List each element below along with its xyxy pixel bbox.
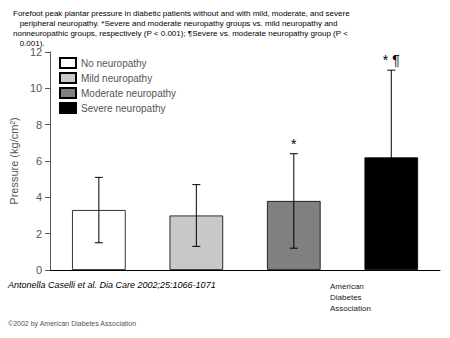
svg-text:6: 6 <box>36 155 42 167</box>
svg-text:Mild neuropathy: Mild neuropathy <box>81 73 152 84</box>
svg-text:Severe neuropathy: Severe neuropathy <box>81 103 166 114</box>
svg-text:Forefoot peak plantar pressure: Forefoot peak plantar pressure in diabet… <box>13 9 350 18</box>
svg-text:American: American <box>330 282 364 291</box>
svg-text:10: 10 <box>30 82 42 94</box>
svg-text:0: 0 <box>36 264 42 276</box>
svg-text:Pressure (kg/cm²): Pressure (kg/cm²) <box>8 117 20 204</box>
svg-text:©2002 by American Diabetes Ass: ©2002 by American Diabetes Association <box>8 320 136 328</box>
svg-text:Diabetes: Diabetes <box>330 293 362 302</box>
svg-text:nonneuropathic groups, respect: nonneuropathic groups, respectively (P <… <box>13 29 348 38</box>
svg-text:* ¶: * ¶ <box>383 52 400 68</box>
svg-text:Moderate neuropathy: Moderate neuropathy <box>81 88 176 99</box>
svg-text:4: 4 <box>36 191 42 203</box>
svg-text:No neuropathy: No neuropathy <box>81 58 147 69</box>
svg-text:8: 8 <box>36 119 42 131</box>
svg-text:2: 2 <box>36 228 42 240</box>
svg-text:12: 12 <box>30 46 42 58</box>
svg-text:Association: Association <box>330 304 371 313</box>
svg-text:*: * <box>291 136 297 152</box>
svg-text:peripheral neuropathy. *Severe: peripheral neuropathy. *Severe and moder… <box>13 19 338 28</box>
svg-text:Antonella Caselli et al. Dia C: Antonella Caselli et al. Dia Care 2002;2… <box>7 280 216 290</box>
svg-text:0.001).: 0.001). <box>13 39 45 48</box>
